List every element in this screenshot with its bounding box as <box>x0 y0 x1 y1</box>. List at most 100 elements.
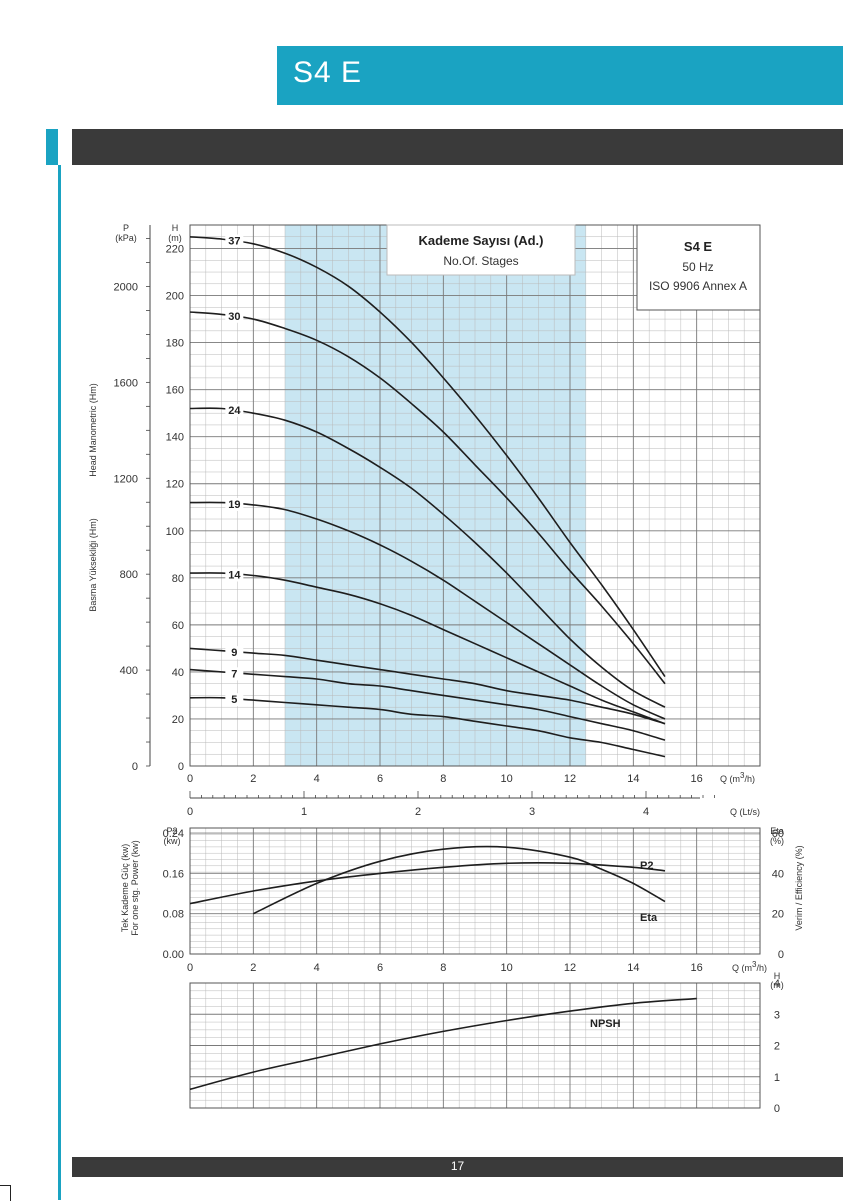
p2-tick-label: 0.24 <box>163 828 184 840</box>
y-axis-title: Basma Yüksekliği (Hm) <box>88 518 98 611</box>
plot-frame <box>189 982 761 1109</box>
power-efficiency-chart: 0.00 0.08 0.16 0.24 0 20 40 60 0 2 4 6 8 10 12 14 16 Q (m… <box>120 826 804 974</box>
pressure-tick-label: 1600 <box>114 377 138 389</box>
page-title: S4 E <box>293 56 363 89</box>
lts-tick-label: 2 <box>415 806 421 818</box>
y-tick-label: 160 <box>166 385 184 397</box>
stage-label-24: 24 <box>228 405 241 417</box>
curve-label-p2: P2 <box>640 860 653 872</box>
stage-label-5: 5 <box>231 694 237 706</box>
stage-label-bg <box>225 309 244 323</box>
x-tick-label: 10 <box>501 773 513 785</box>
stage-label-bg <box>225 667 244 681</box>
curve-p2 <box>189 861 666 905</box>
stage-label-30: 30 <box>228 311 240 323</box>
y-tick-label: 220 <box>166 244 184 256</box>
p2-axis-title: Tek Kademe Güç (kw) <box>120 844 130 933</box>
p2-tick-label: 0.16 <box>163 868 184 880</box>
x-axis-unit: Q (m3/h) <box>732 960 767 973</box>
stage-label-bg <box>225 497 244 511</box>
x-tick-label: 12 <box>564 773 576 785</box>
footer-bar: 17 <box>72 1157 843 1177</box>
y-tick-label: 100 <box>166 526 184 538</box>
plot-frame <box>189 827 761 955</box>
eta-axis-unit: Eta <box>770 826 784 836</box>
lts-tick-label: 0 <box>187 806 193 818</box>
x-tick-label: 2 <box>250 773 256 785</box>
npsh-tick-label: 3 <box>774 1009 780 1021</box>
lts-tick-label: 1 <box>301 806 307 818</box>
npsh-tick-label: 4 <box>774 978 780 990</box>
x-axis-unit: Q (m3/h) <box>720 771 755 784</box>
model-box-frequency: 50 Hz <box>682 260 713 274</box>
stage-curve-30 <box>189 311 666 685</box>
pressure-tick-label: 2000 <box>114 281 138 293</box>
stages-box-subtitle: No.Of. Stages <box>443 254 518 268</box>
x-tick-label: 16 <box>691 773 703 785</box>
y-axis-title: Head Manometric (Hm) <box>88 383 98 477</box>
x-tick-label: 6 <box>377 773 383 785</box>
npsh-tick-label: 2 <box>774 1041 780 1053</box>
x-tick-label: 0 <box>187 773 193 785</box>
y-axis-unit: H <box>172 223 179 233</box>
curve-label-npsh: NPSH <box>590 1018 621 1030</box>
lts-axis-unit: Q (Lt/s) <box>730 807 760 817</box>
curve-npsh <box>189 997 697 1091</box>
stage-label-bg <box>225 568 244 582</box>
model-box-standard: ISO 9906 Annex A <box>649 279 747 293</box>
y-tick-label: 20 <box>172 714 184 726</box>
stage-curve-9 <box>189 647 666 725</box>
stages-box <box>386 224 576 276</box>
x-tick-label: 4 <box>314 962 320 974</box>
npsh-tick-label: 0 <box>774 1103 780 1115</box>
stages-box-title: Kademe Sayısı (Ad.) <box>419 233 544 248</box>
stage-label-14: 14 <box>228 570 241 582</box>
y-tick-label: 120 <box>166 479 184 491</box>
stage-curve-19 <box>189 501 666 720</box>
eta-axis-title: Verim / Efficiency (%) <box>794 845 804 930</box>
lts-tick-label: 3 <box>529 806 535 818</box>
eta-tick-label: 0 <box>778 949 784 961</box>
stage-curve-24 <box>189 407 666 708</box>
y-tick-label: 80 <box>172 573 184 585</box>
stage-label-37: 37 <box>228 236 240 248</box>
side-rule <box>58 165 61 1200</box>
eta-tick-label: 40 <box>772 868 784 880</box>
pressure-tick-label: 1200 <box>114 473 138 485</box>
x-tick-label: 12 <box>564 962 576 974</box>
pressure-axis-unit: (kPa) <box>115 233 137 243</box>
stage-label-19: 19 <box>228 499 240 511</box>
title-bar: S4 E <box>277 46 843 105</box>
curve-eta <box>252 845 666 915</box>
npsh-tick-label: 1 <box>774 1072 780 1084</box>
npsh-axis-unit: (m) <box>770 980 784 990</box>
stage-label-bg <box>225 646 244 660</box>
y-tick-label: 200 <box>166 291 184 303</box>
flow-lts-axis: 0 1 2 3 4 Q (Lt/s) <box>187 791 760 818</box>
y-tick-label: 60 <box>172 620 184 632</box>
stage-label-bg <box>225 693 244 707</box>
y-tick-label: 0 <box>178 761 184 773</box>
stage-curve-5 <box>189 696 666 758</box>
x-tick-label: 14 <box>627 773 639 785</box>
stage-curve-37 <box>189 236 666 678</box>
p2-axis-unit: P2 <box>166 826 177 836</box>
section-bar <box>72 129 843 165</box>
y-tick-label: 140 <box>166 432 184 444</box>
stage-label-bg <box>225 234 244 248</box>
y-tick-label: 40 <box>172 667 184 679</box>
stage-label-7: 7 <box>231 668 237 680</box>
eta-tick-label: 60 <box>772 828 784 840</box>
stage-curve-14 <box>189 572 666 725</box>
x-tick-label: 2 <box>250 962 256 974</box>
pressure-tick-label: 800 <box>120 569 138 581</box>
pressure-tick-label: 400 <box>120 665 138 677</box>
p2-tick-label: 0.00 <box>163 949 184 961</box>
model-box <box>636 224 761 311</box>
y-tick-label: 180 <box>166 338 184 350</box>
x-tick-label: 4 <box>314 773 320 785</box>
eta-tick-label: 20 <box>772 909 784 921</box>
x-tick-label: 8 <box>440 773 446 785</box>
x-tick-label: 0 <box>187 962 193 974</box>
